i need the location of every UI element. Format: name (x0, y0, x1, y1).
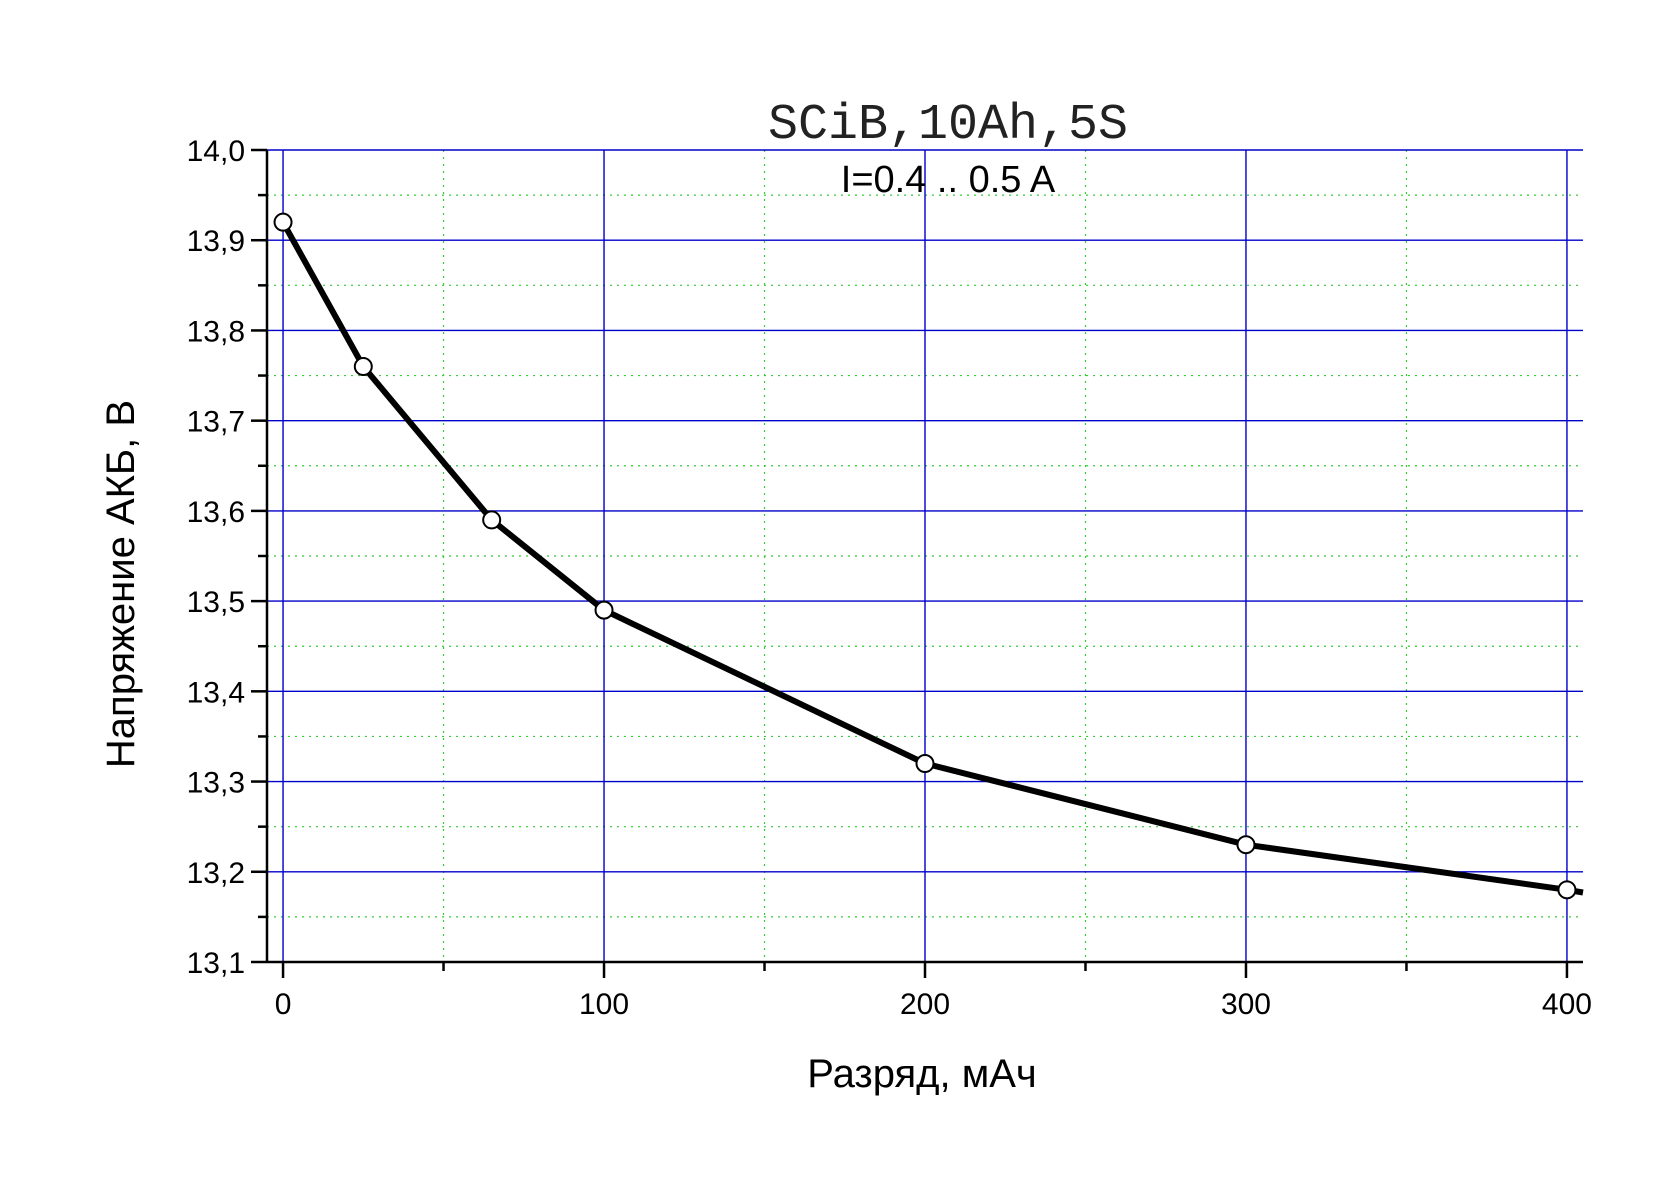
y-tick-label: 13,6 (187, 496, 245, 529)
x-tick-label: 100 (579, 988, 629, 1021)
chart-title: SCiB,10Ah,5S (768, 97, 1128, 154)
series-line (280, 220, 1584, 896)
labels: SCiB,10Ah,5S I=0.4 .. 0.5 A Разряд, мАч … (99, 97, 1128, 1096)
y-axis-title: Напряжение АКБ, В (99, 400, 143, 768)
y-tick-label: 13,4 (187, 676, 245, 709)
data-point (594, 600, 614, 620)
y-tick-label: 13,7 (187, 406, 245, 439)
data-point (915, 754, 935, 774)
y-tick-label: 14,0 (187, 135, 245, 168)
series (273, 212, 1584, 900)
x-tick-label: 400 (1542, 988, 1592, 1021)
data-point (1557, 880, 1577, 900)
data-point (353, 357, 373, 377)
x-axis-title: Разряд, мАч (807, 1052, 1037, 1096)
data-point (273, 212, 293, 232)
y-tick-label: 13,3 (187, 767, 245, 800)
data-point (1236, 835, 1256, 855)
ticks: 13,1 13,2 13,3 13,4 13,5 13,6 13,7 13,8 13,9 14,0… (187, 135, 1592, 1021)
x-tick-label: 0 (275, 988, 292, 1021)
y-tick-label: 13,2 (187, 857, 245, 890)
chart-subtitle: I=0.4 .. 0.5 A (841, 159, 1056, 201)
y-tick-label: 13,8 (187, 315, 245, 348)
y-tick-label: 13,9 (187, 225, 245, 258)
x-tick-label: 200 (900, 988, 950, 1021)
data-point (482, 510, 502, 530)
x-tick-label: 300 (1221, 988, 1271, 1021)
y-tick-label: 13,5 (187, 586, 245, 619)
y-tick-label: 13,1 (187, 947, 245, 980)
